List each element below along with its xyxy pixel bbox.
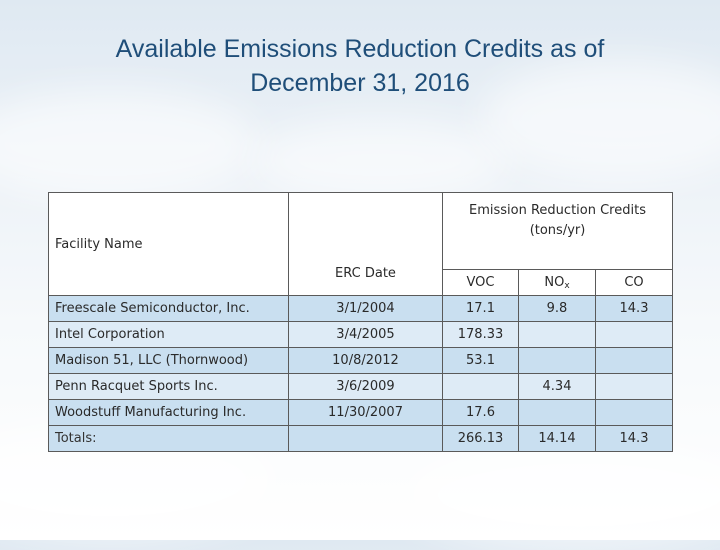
nox-header: NOx	[518, 269, 596, 296]
erc-date-header: ERC Date	[288, 192, 443, 296]
voc-cell: 17.6	[442, 399, 519, 426]
facility-cell: Woodstuff Manufacturing Inc.	[48, 399, 289, 426]
erc-group-header: Emission Reduction Credits (tons/yr)	[442, 192, 673, 270]
date-cell: 11/30/2007	[288, 399, 443, 426]
totals-row: Totals: 266.13 14.14 14.3	[48, 425, 673, 452]
table-row: Madison 51, LLC (Thornwood) 10/8/2012 53…	[48, 347, 673, 374]
nox-cell	[518, 399, 596, 426]
table-row: Penn Racquet Sports Inc. 3/6/2009 4.34	[48, 373, 673, 400]
header-row: Facility Name ERC Date Emission Reductio…	[48, 192, 673, 296]
nox-cell	[518, 347, 596, 374]
co-cell	[595, 373, 673, 400]
slide-title: Available Emissions Reduction Credits as…	[0, 32, 720, 100]
table-row: Intel Corporation 3/4/2005 178.33	[48, 321, 673, 348]
date-cell: 3/1/2004	[288, 295, 443, 322]
nox-header-sub: x	[564, 280, 570, 291]
voc-cell	[442, 373, 519, 400]
co-cell	[595, 399, 673, 426]
voc-cell: 17.1	[442, 295, 519, 322]
totals-voc-cell: 266.13	[442, 425, 519, 452]
totals-nox-cell: 14.14	[518, 425, 596, 452]
voc-cell: 178.33	[442, 321, 519, 348]
table-row: Freescale Semiconductor, Inc. 3/1/2004 1…	[48, 295, 673, 322]
voc-cell: 53.1	[442, 347, 519, 374]
co-header: CO	[595, 269, 673, 296]
totals-label: Totals:	[48, 425, 289, 452]
totals-co-cell: 14.3	[595, 425, 673, 452]
title-line-1: Available Emissions Reduction Credits as…	[115, 35, 605, 63]
co-cell	[595, 347, 673, 374]
title-line-2: December 31, 2016	[250, 69, 470, 97]
date-cell: 3/6/2009	[288, 373, 443, 400]
facility-cell: Freescale Semiconductor, Inc.	[48, 295, 289, 322]
co-cell	[595, 321, 673, 348]
co-cell: 14.3	[595, 295, 673, 322]
nox-header-main: NO	[544, 274, 565, 290]
erc-table: Facility Name ERC Date Emission Reductio…	[48, 192, 673, 452]
totals-date-cell	[288, 425, 443, 452]
facility-cell: Intel Corporation	[48, 321, 289, 348]
nox-cell: 4.34	[518, 373, 596, 400]
nox-cell: 9.8	[518, 295, 596, 322]
table-row: Woodstuff Manufacturing Inc. 11/30/2007 …	[48, 399, 673, 426]
voc-header: VOC	[442, 269, 519, 296]
facility-name-header: Facility Name	[48, 192, 289, 296]
date-cell: 3/4/2005	[288, 321, 443, 348]
nox-cell	[518, 321, 596, 348]
facility-cell: Penn Racquet Sports Inc.	[48, 373, 289, 400]
date-cell: 10/8/2012	[288, 347, 443, 374]
facility-cell: Madison 51, LLC (Thornwood)	[48, 347, 289, 374]
